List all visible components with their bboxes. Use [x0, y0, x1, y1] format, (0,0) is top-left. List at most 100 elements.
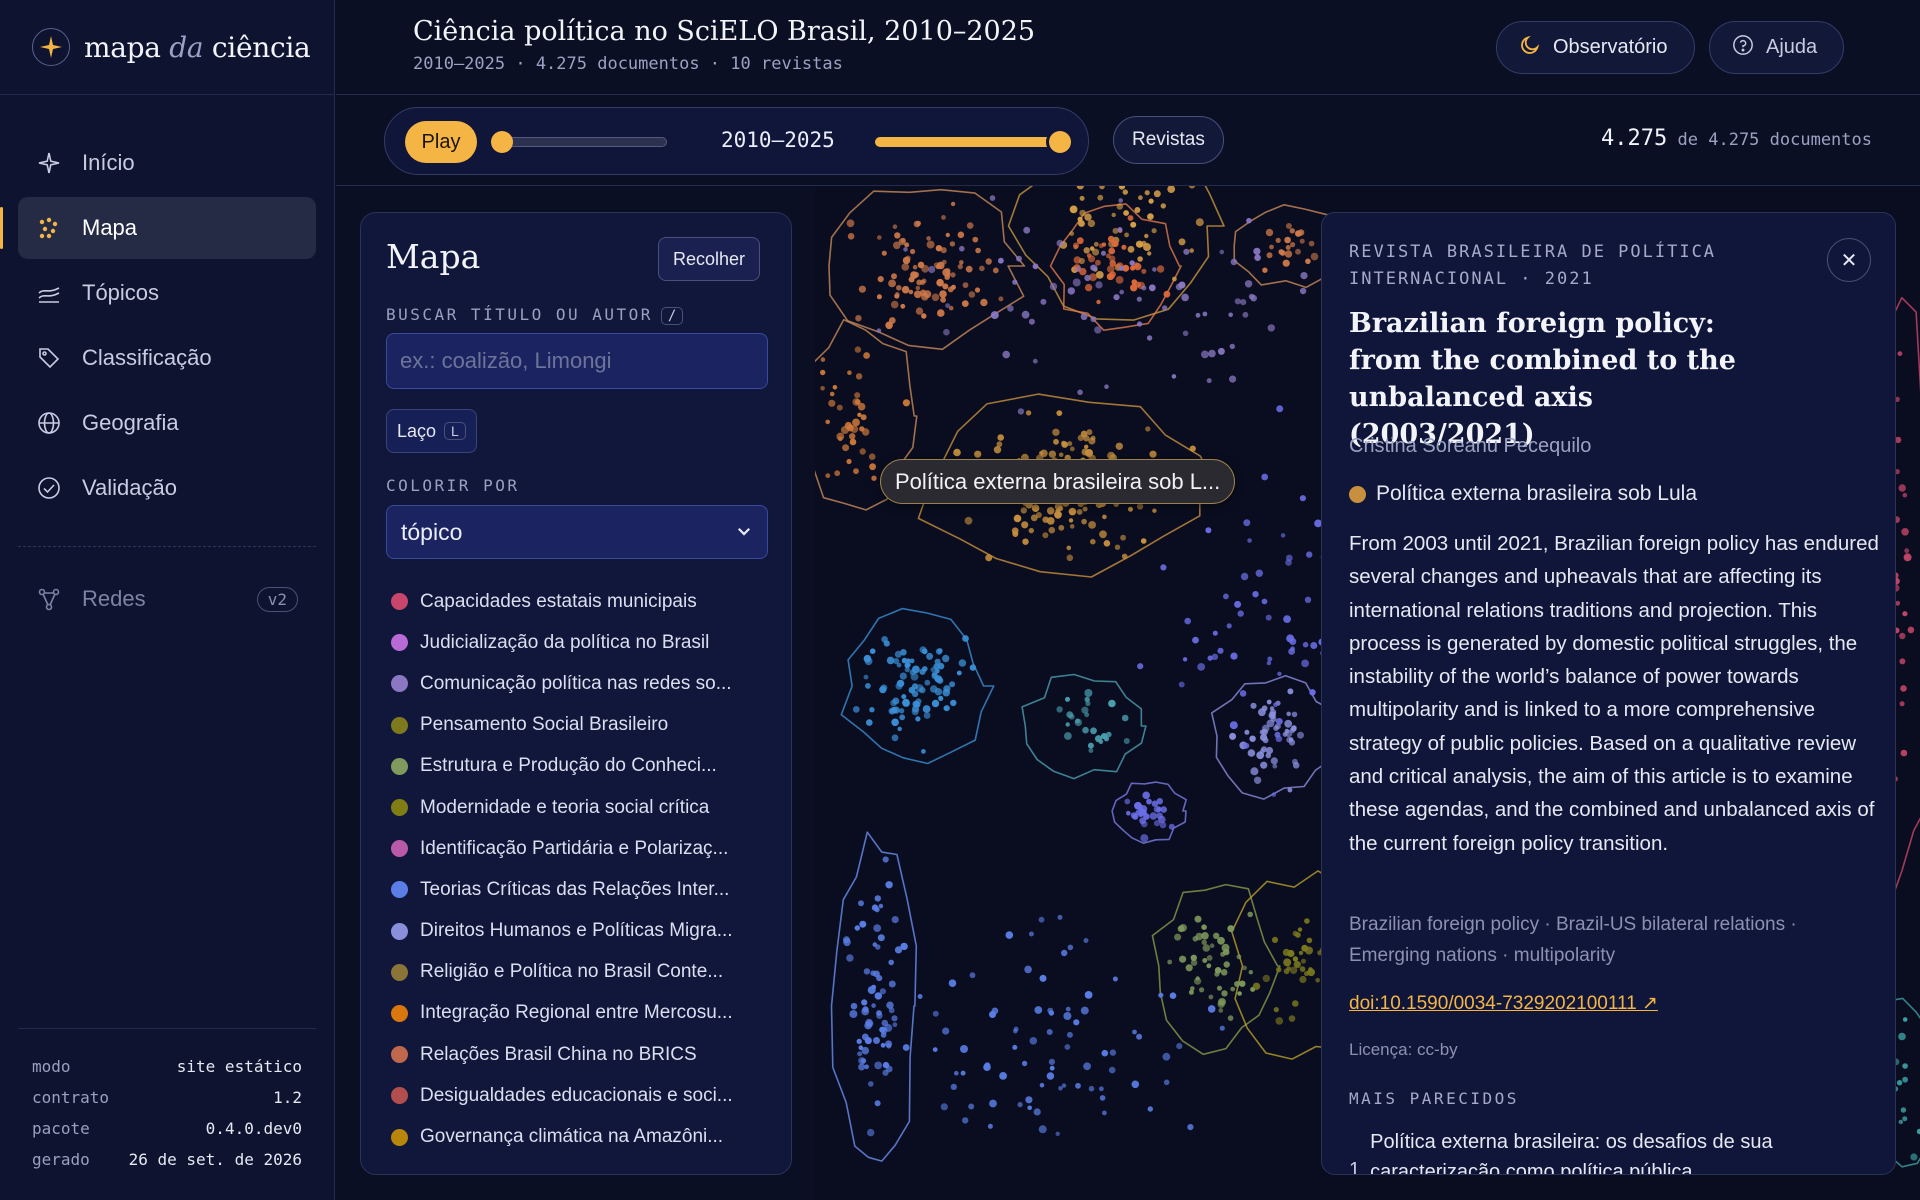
legend-item[interactable]: Identificação Partidária e Polarizaç...: [386, 828, 776, 869]
document-point[interactable]: [990, 311, 999, 320]
document-point[interactable]: [1023, 226, 1031, 234]
document-point[interactable]: [1066, 711, 1074, 718]
document-point[interactable]: [940, 296, 946, 303]
document-point[interactable]: [953, 448, 961, 457]
document-point[interactable]: [891, 273, 897, 280]
document-point[interactable]: [1184, 617, 1191, 625]
document-point[interactable]: [904, 662, 911, 669]
document-point[interactable]: [863, 674, 869, 680]
document-point[interactable]: [877, 235, 882, 240]
document-point[interactable]: [886, 656, 895, 665]
document-point[interactable]: [1109, 1049, 1117, 1056]
document-point[interactable]: [974, 287, 981, 293]
document-point[interactable]: [1116, 203, 1124, 210]
document-point[interactable]: [969, 972, 976, 979]
document-point[interactable]: [1201, 939, 1207, 945]
document-point[interactable]: [1027, 1105, 1032, 1111]
document-point[interactable]: [1067, 441, 1073, 447]
document-point[interactable]: [877, 934, 885, 942]
document-point[interactable]: [1266, 719, 1275, 728]
document-point[interactable]: [1291, 711, 1298, 718]
document-point[interactable]: [1199, 987, 1205, 993]
document-point[interactable]: [1076, 509, 1083, 515]
document-point[interactable]: [989, 195, 996, 201]
document-point[interactable]: [1237, 991, 1242, 996]
document-point[interactable]: [1109, 255, 1116, 262]
document-point[interactable]: [934, 675, 943, 683]
legend-item[interactable]: Desigualdades educacionais e soci...: [386, 1075, 776, 1116]
document-point[interactable]: [949, 681, 956, 688]
document-point[interactable]: [1289, 727, 1296, 734]
document-point[interactable]: [1080, 430, 1088, 438]
legend-item[interactable]: Capacidades estatais municipais: [386, 581, 776, 622]
document-point[interactable]: [1208, 994, 1214, 1000]
play-button[interactable]: Play: [405, 121, 477, 163]
document-point[interactable]: [885, 881, 893, 889]
document-point[interactable]: [1021, 310, 1030, 319]
document-point[interactable]: [1269, 709, 1277, 716]
document-point[interactable]: [1221, 990, 1228, 997]
document-point[interactable]: [1074, 718, 1082, 727]
document-point[interactable]: [1900, 685, 1907, 692]
document-point[interactable]: [917, 261, 925, 269]
document-point[interactable]: [1020, 507, 1027, 514]
document-point[interactable]: [1103, 736, 1110, 742]
document-point[interactable]: [902, 256, 911, 265]
document-point[interactable]: [1087, 742, 1094, 749]
document-point[interactable]: [1056, 239, 1064, 247]
document-point[interactable]: [1292, 762, 1300, 769]
document-point[interactable]: [1087, 219, 1096, 228]
document-point[interactable]: [1038, 1125, 1047, 1134]
document-point[interactable]: [1099, 1086, 1104, 1092]
document-point[interactable]: [922, 666, 928, 672]
document-point[interactable]: [921, 313, 927, 319]
document-point[interactable]: [1271, 936, 1279, 944]
document-point[interactable]: [1247, 911, 1253, 918]
document-point[interactable]: [1252, 982, 1261, 990]
document-point[interactable]: [1123, 210, 1129, 216]
document-point[interactable]: [1058, 1086, 1063, 1091]
document-point[interactable]: [1046, 1029, 1053, 1035]
document-point[interactable]: [1252, 591, 1259, 598]
document-point[interactable]: [1118, 198, 1123, 203]
document-point[interactable]: [1283, 615, 1291, 623]
document-point[interactable]: [1262, 267, 1268, 273]
document-point[interactable]: [1081, 706, 1089, 714]
document-point[interactable]: [1108, 699, 1116, 708]
document-point[interactable]: [1265, 752, 1272, 759]
document-point[interactable]: [886, 1001, 894, 1009]
document-point[interactable]: [1216, 985, 1223, 991]
document-point[interactable]: [1902, 492, 1908, 498]
document-point[interactable]: [1223, 961, 1230, 968]
document-point[interactable]: [928, 265, 936, 274]
document-point[interactable]: [1314, 519, 1322, 528]
document-point[interactable]: [940, 247, 947, 254]
document-point[interactable]: [950, 201, 956, 207]
document-point[interactable]: [1007, 305, 1014, 312]
document-point[interactable]: [1107, 235, 1115, 243]
document-point[interactable]: [935, 245, 943, 252]
document-point[interactable]: [1304, 971, 1309, 977]
document-point[interactable]: [987, 1123, 993, 1129]
document-point[interactable]: [1067, 287, 1075, 295]
play-progress-handle[interactable]: [491, 131, 513, 153]
document-point[interactable]: [948, 979, 957, 987]
document-point[interactable]: [1107, 451, 1116, 460]
document-point[interactable]: [1145, 426, 1151, 432]
document-point[interactable]: [1309, 689, 1316, 696]
document-point[interactable]: [1261, 705, 1268, 712]
document-point[interactable]: [876, 294, 882, 300]
document-point[interactable]: [937, 309, 945, 317]
document-point[interactable]: [1025, 410, 1032, 416]
document-point[interactable]: [1016, 255, 1022, 262]
document-point[interactable]: [1197, 663, 1206, 671]
nav-item-geografia[interactable]: Geografia: [18, 392, 316, 454]
document-point[interactable]: [865, 683, 871, 689]
document-point[interactable]: [1013, 1028, 1018, 1034]
document-point[interactable]: [957, 264, 963, 270]
document-point[interactable]: [1217, 1000, 1225, 1008]
document-point[interactable]: [1038, 916, 1045, 923]
document-point[interactable]: [911, 690, 919, 698]
document-point[interactable]: [992, 267, 999, 274]
document-point[interactable]: [1287, 949, 1295, 958]
